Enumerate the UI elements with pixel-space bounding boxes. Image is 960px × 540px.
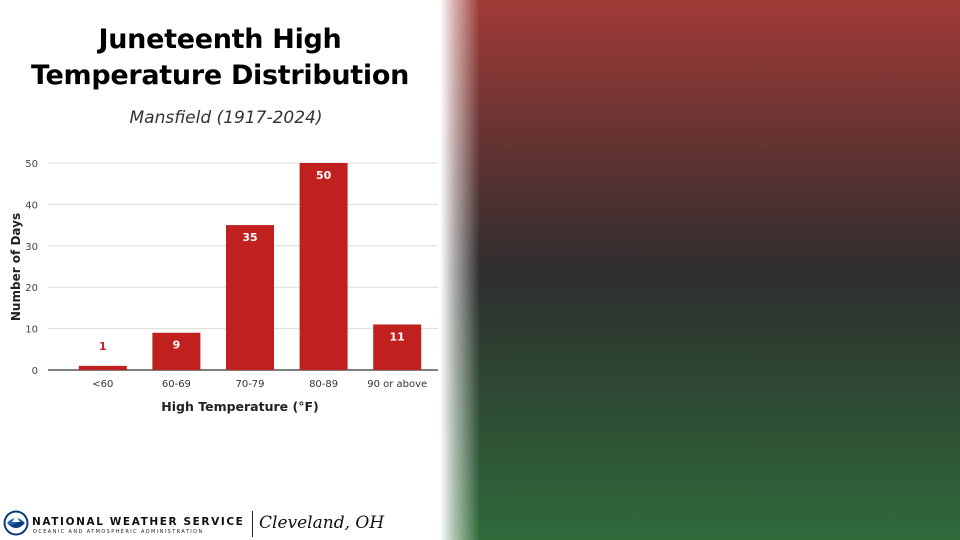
y-tick-label: 30 (25, 242, 38, 253)
bar (226, 225, 274, 370)
data-label: 35 (242, 231, 257, 244)
chart-subtitle: Mansfield (1917-2024) (129, 108, 323, 128)
office-name: Cleveland, OH (259, 513, 385, 533)
y-axis-ticks: 0 10 20 30 40 50 (25, 159, 38, 377)
y-axis-title: Number of Days (9, 213, 23, 321)
bar (152, 332, 201, 370)
data-labels: 1 9 35 50 11 (99, 169, 405, 353)
x-tick-label: 90 or above (367, 379, 427, 390)
footer-divider (252, 511, 253, 537)
data-label: 50 (316, 169, 332, 182)
y-tick-label: 20 (25, 283, 38, 294)
x-tick-label: <60 (92, 379, 113, 390)
bar (78, 365, 127, 370)
chart-title-line-1: Juneteenth High (98, 24, 342, 55)
chart-title-line-2: Temperature Distribution (30, 60, 410, 91)
y-tick-label: 40 (25, 200, 38, 211)
agency-name: NATIONAL WEATHER SERVICE (32, 516, 245, 528)
y-tick-label: 50 (25, 159, 38, 170)
gradient-background (440, 0, 960, 540)
agency-subtitle: OCEANIC AND ATMOSPHERIC ADMINISTRATION (33, 529, 204, 535)
gradient-fade-edge (440, 0, 480, 540)
x-axis-ticks: <60 60-69 70-79 80-89 90 or above (92, 379, 427, 390)
y-tick-label: 0 (32, 366, 38, 377)
x-tick-label: 80-89 (309, 379, 338, 390)
x-tick-label: 60-69 (162, 379, 191, 390)
bar (299, 163, 348, 370)
footer: NATIONAL WEATHER SERVICE OCEANIC AND ATM… (0, 502, 440, 540)
bar (373, 324, 422, 370)
data-label: 1 (99, 340, 107, 353)
noaa-logo-icon (3, 510, 29, 536)
bars (78, 163, 422, 370)
bar-chart: 0 10 20 30 40 50 1 9 35 50 11 <60 60-69 70-79 80-89 9… (9, 159, 438, 414)
data-label: 9 (173, 339, 181, 352)
x-axis-title: High Temperature (°F) (161, 399, 318, 414)
decorative-gradient-panel (440, 0, 960, 540)
x-tick-label: 70-79 (235, 379, 264, 390)
slide-left-panel: Juneteenth High Temperature Distribution… (0, 0, 450, 540)
data-label: 11 (390, 330, 405, 343)
y-tick-label: 10 (25, 325, 38, 336)
